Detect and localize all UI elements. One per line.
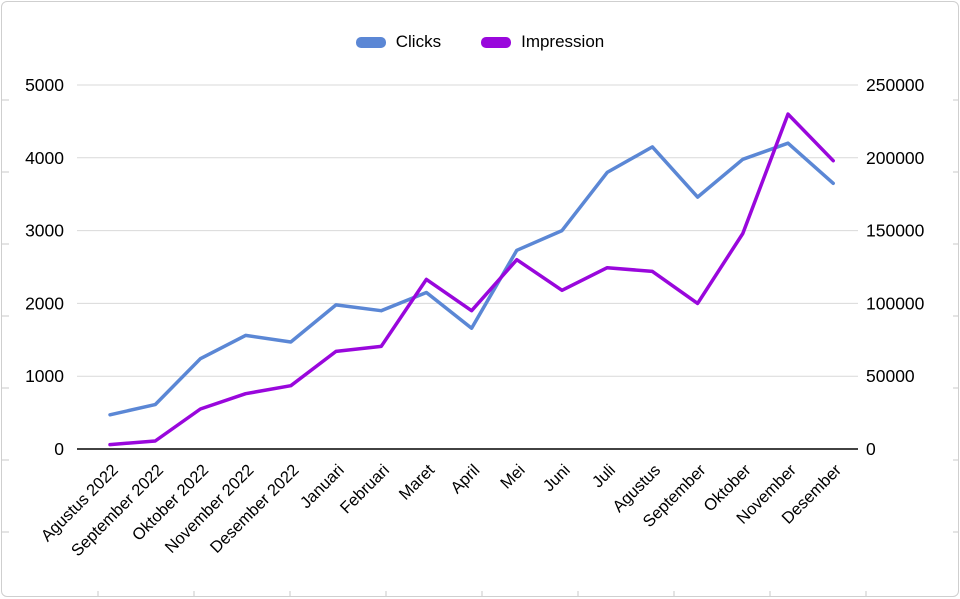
legend-label-clicks: Clicks [395, 32, 442, 51]
left-axis-tick-label: 5000 [25, 75, 64, 95]
x-axis-label: Mei [497, 461, 529, 493]
legend-item-impression[interactable]: Impression [481, 32, 604, 52]
x-axis-label: Juni [540, 461, 574, 495]
x-axis-label: Juli [589, 461, 619, 491]
left-axis-tick-label: 2000 [25, 293, 64, 313]
left-axis-tick-label: 1000 [25, 366, 64, 386]
x-axis-label: April [447, 461, 483, 497]
left-axis-tick-label: 0 [54, 439, 64, 459]
right-axis-tick-label: 0 [866, 439, 876, 459]
clicks-legend-swatch-icon [355, 36, 386, 48]
right-axis-tick-label: 100000 [866, 293, 925, 313]
right-axis-tick-label: 250000 [866, 75, 925, 95]
x-axis-label: Februari [337, 461, 393, 517]
chart-legend: Clicks Impression [2, 32, 958, 52]
impression-legend-swatch-icon [481, 36, 512, 48]
right-axis-tick-label: 200000 [866, 148, 925, 168]
x-axis-label: Agustus 2022 [38, 461, 122, 545]
legend-item-clicks[interactable]: Clicks [355, 32, 442, 52]
x-axis-label: Maret [396, 461, 439, 504]
right-axis-tick-label: 150000 [866, 221, 925, 241]
legend-label-impression: Impression [521, 32, 605, 51]
right-axis-tick-label: 50000 [866, 366, 915, 386]
series-line-impression[interactable] [108, 112, 835, 447]
left-axis-tick-label: 3000 [25, 221, 64, 241]
series-line-clicks[interactable] [108, 141, 835, 417]
left-axis-tick-label: 4000 [25, 148, 64, 168]
